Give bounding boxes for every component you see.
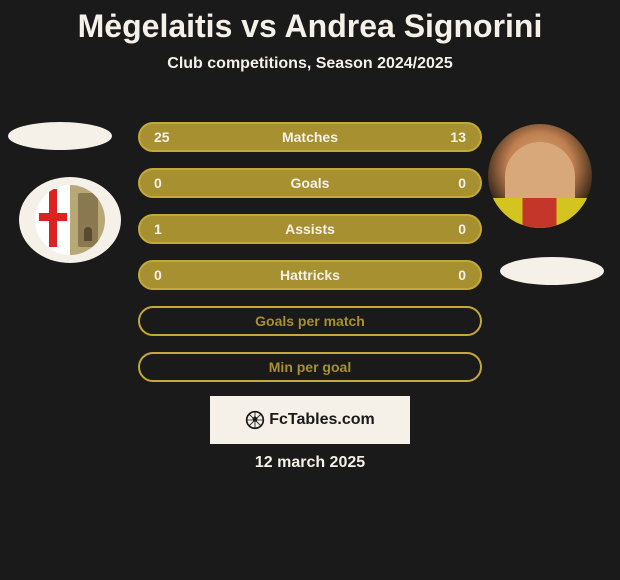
player2-avatar [488, 124, 592, 228]
stat-row-matches: 25 Matches 13 [138, 122, 482, 152]
stat-left-value: 0 [154, 267, 162, 283]
banner-text: FcTables.com [269, 411, 375, 429]
stat-label: Goals per match [255, 313, 365, 329]
page-title: Mėgelaitis vs Andrea Signorini [0, 0, 620, 45]
stat-left-value: 25 [154, 129, 170, 145]
comparison-card: Mėgelaitis vs Andrea Signorini Club comp… [0, 0, 620, 580]
stat-right-value: 0 [458, 221, 466, 237]
player1-avatar-placeholder [8, 122, 112, 150]
stat-label: Min per goal [269, 359, 351, 375]
stat-label: Assists [285, 221, 335, 237]
stat-right-value: 0 [458, 175, 466, 191]
club-shield-icon [25, 182, 115, 258]
stat-row-min-per-goal: Min per goal [138, 352, 482, 382]
stat-label: Goals [291, 175, 330, 191]
stats-list: 25 Matches 13 0 Goals 0 1 Assists 0 0 Ha… [138, 122, 482, 398]
stat-right-value: 13 [450, 129, 466, 145]
stat-row-goals: 0 Goals 0 [138, 168, 482, 198]
stat-right-value: 0 [458, 267, 466, 283]
site-banner[interactable]: FcTables.com [210, 396, 410, 444]
player1-club-badge [19, 177, 121, 263]
player2-club-badge-placeholder [500, 257, 604, 285]
stat-row-assists: 1 Assists 0 [138, 214, 482, 244]
stat-label: Hattricks [280, 267, 340, 283]
stat-left-value: 1 [154, 221, 162, 237]
stat-row-hattricks: 0 Hattricks 0 [138, 260, 482, 290]
stat-left-value: 0 [154, 175, 162, 191]
stat-row-goals-per-match: Goals per match [138, 306, 482, 336]
stat-label: Matches [282, 129, 338, 145]
football-icon [245, 410, 265, 430]
subtitle: Club competitions, Season 2024/2025 [0, 55, 620, 73]
date-text: 12 march 2025 [0, 454, 620, 472]
